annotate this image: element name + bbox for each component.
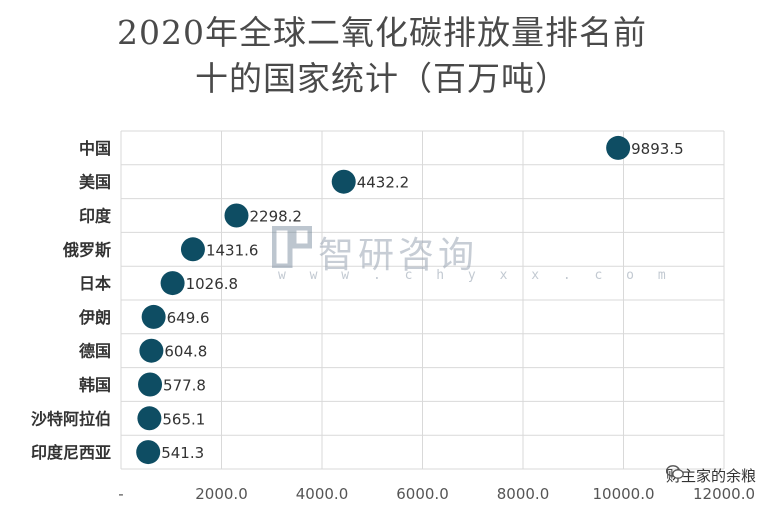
data-label: 1431.6 <box>206 241 259 259</box>
data-label: 541.3 <box>161 444 204 462</box>
data-point <box>141 304 166 329</box>
y-category-label: 日本 <box>79 274 111 293</box>
data-point <box>224 203 249 228</box>
data-point <box>139 338 164 363</box>
data-label: 649.6 <box>167 309 210 327</box>
x-tick-label: - <box>118 485 123 503</box>
data-point <box>331 169 356 194</box>
watermark-logo-icon <box>272 226 312 268</box>
x-tick-label: 8000.0 <box>497 485 550 503</box>
x-tick-label: 10000.0 <box>592 485 654 503</box>
data-label: 9893.5 <box>631 140 684 158</box>
data-point <box>138 372 163 397</box>
chart-title-line2: 十的国家统计（百万吨） <box>195 59 569 98</box>
data-point <box>606 135 631 160</box>
y-category-label: 印度尼西亚 <box>31 443 111 462</box>
data-label: 577.8 <box>163 377 206 395</box>
data-label: 4432.2 <box>357 174 410 192</box>
wechat-icon <box>665 465 684 479</box>
y-category-label: 韩国 <box>79 376 111 395</box>
y-category-label: 伊朗 <box>78 308 111 327</box>
y-category-label: 中国 <box>79 139 111 158</box>
watermark-url: w w w . c h y x x . c o m <box>278 268 674 283</box>
data-point <box>180 237 205 262</box>
y-category-label: 德国 <box>79 342 111 361</box>
data-label: 604.8 <box>164 343 207 361</box>
y-category-label: 美国 <box>79 173 111 192</box>
data-label: 2298.2 <box>249 208 302 226</box>
data-label: 1026.8 <box>186 275 239 293</box>
chart-title-line1: 2020年全球二氧化碳排放量排名前 <box>117 13 647 52</box>
data-point <box>137 406 162 431</box>
x-tick-label: 4000.0 <box>296 485 349 503</box>
watermark-text: 智研咨询 <box>318 235 479 276</box>
x-tick-label: 2000.0 <box>195 485 248 503</box>
x-tick-label: 12000.0 <box>693 485 755 503</box>
data-point <box>160 271 185 296</box>
data-label: 565.1 <box>162 410 205 428</box>
x-tick-label: 6000.0 <box>396 485 449 503</box>
data-point <box>136 440 161 465</box>
y-category-label: 沙特阿拉伯 <box>31 409 111 428</box>
y-category-label: 俄罗斯 <box>62 240 111 259</box>
y-category-label: 印度 <box>79 207 112 226</box>
footer-credit: 财主家的余粮 <box>665 465 756 486</box>
footer-text: 财主家的余粮 <box>665 467 756 485</box>
